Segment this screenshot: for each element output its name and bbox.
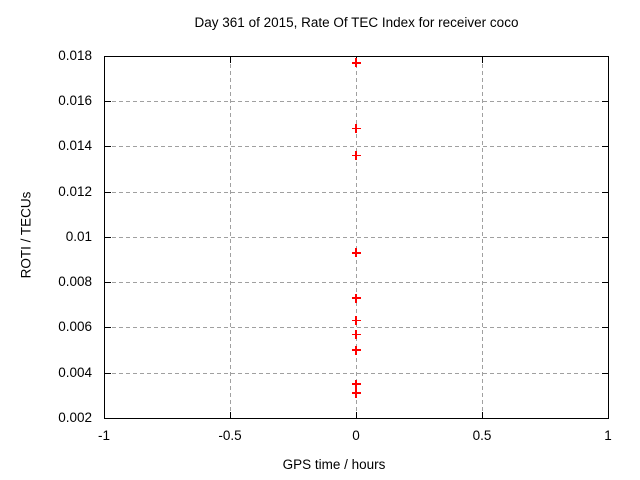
x-axis-title: GPS time / hours — [282, 457, 386, 472]
data-point-marker — [351, 388, 361, 398]
y-tick-label: 0.006 — [58, 319, 92, 334]
y-tick-label: 0.014 — [58, 138, 92, 153]
y-tick-label: 0.016 — [58, 93, 92, 108]
data-point-marker — [351, 58, 361, 68]
x-tick-top — [230, 57, 231, 63]
y-tick-left — [105, 101, 111, 102]
gridline-horizontal — [105, 282, 607, 283]
y-tick-left — [105, 237, 111, 238]
gridline-horizontal — [105, 237, 607, 238]
x-tick-label: -0.5 — [218, 428, 242, 443]
data-point-marker — [351, 329, 361, 339]
y-tick-left — [105, 327, 111, 328]
gridline-horizontal — [105, 146, 607, 147]
y-tick-right — [602, 192, 608, 193]
x-tick-bottom — [230, 412, 231, 418]
y-tick-label: 0.01 — [65, 229, 92, 244]
y-tick-right — [602, 237, 608, 238]
data-point-marker — [351, 151, 361, 160]
gridline-horizontal — [105, 327, 607, 328]
y-tick-label: 0.002 — [58, 410, 92, 425]
data-point-marker — [351, 293, 361, 303]
y-tick-right — [602, 101, 608, 102]
x-tick-label: 0.5 — [472, 428, 492, 443]
y-tick-right — [602, 282, 608, 283]
y-tick-label: 0.018 — [58, 48, 92, 63]
plot-area — [104, 56, 609, 419]
chart-title: Day 361 of 2015, Rate Of TEC Index for r… — [194, 15, 519, 30]
y-tick-left — [105, 192, 111, 193]
y-tick-label: 0.004 — [58, 365, 92, 380]
x-tick-bottom — [356, 412, 357, 418]
data-point-marker — [351, 248, 361, 258]
y-tick-right — [602, 327, 608, 328]
data-point-marker — [351, 123, 361, 133]
x-tick-top — [482, 57, 483, 63]
y-tick-right — [602, 373, 608, 374]
y-tick-left — [105, 282, 111, 283]
gridline-horizontal — [105, 101, 607, 102]
gridline-horizontal — [105, 192, 607, 193]
x-tick-label: 0 — [352, 428, 360, 443]
x-tick-label: -1 — [97, 428, 110, 443]
y-tick-label: 0.012 — [58, 184, 92, 199]
data-point-marker — [351, 345, 361, 355]
x-tick-bottom — [482, 412, 483, 418]
y-tick-left — [105, 373, 111, 374]
x-tick-label: 1 — [604, 428, 612, 443]
data-point-marker — [351, 316, 361, 326]
y-tick-label: 0.008 — [58, 274, 92, 289]
y-tick-left — [105, 146, 111, 147]
y-tick-right — [602, 146, 608, 147]
gridline-horizontal — [105, 373, 607, 374]
data-point-marker — [351, 379, 361, 389]
